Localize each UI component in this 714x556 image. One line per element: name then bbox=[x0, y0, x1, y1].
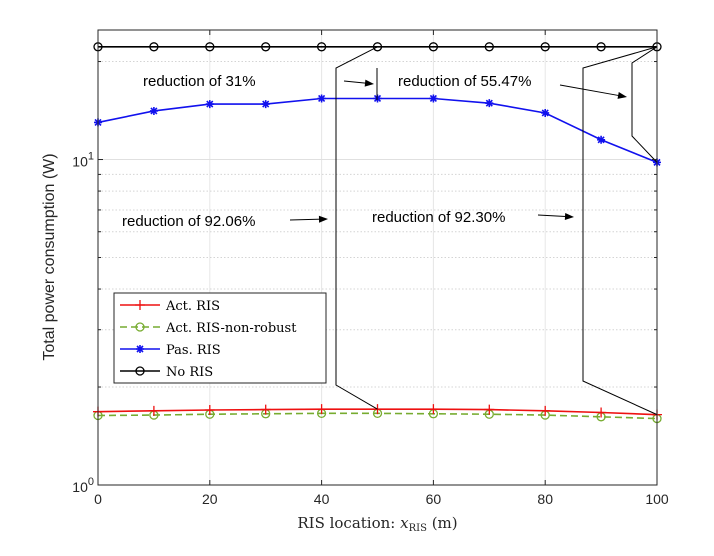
annotation-arrow-shaft bbox=[343, 80, 369, 84]
marker-plus bbox=[540, 405, 551, 416]
x-tick-label: 100 bbox=[645, 491, 669, 507]
marker-star bbox=[485, 99, 494, 108]
marker-star bbox=[429, 94, 438, 103]
legend-item: No RIS bbox=[120, 365, 213, 380]
legend-label: Act. RIS-non-robust bbox=[165, 321, 297, 336]
marker-circle bbox=[135, 366, 145, 376]
annotation-label: reduction of 55.47% bbox=[398, 73, 531, 90]
x-axis-label-sub: RIS bbox=[409, 523, 427, 534]
annotation-arrow-head bbox=[617, 91, 627, 99]
x-tick-label: 40 bbox=[314, 491, 330, 507]
x-tick-label: 20 bbox=[202, 491, 218, 507]
grid bbox=[97, 30, 658, 486]
bracket-100 bbox=[582, 46, 658, 416]
x-tick-label: 80 bbox=[537, 491, 553, 507]
marker-star bbox=[261, 100, 270, 109]
legend-item: Act. RIS bbox=[120, 299, 220, 314]
marker-plus bbox=[204, 404, 215, 415]
annotation-arrow-head bbox=[364, 79, 374, 87]
marker-circle bbox=[372, 42, 383, 52]
marker-circle bbox=[484, 42, 494, 52]
marker-star bbox=[597, 135, 606, 144]
marker-star bbox=[541, 108, 550, 117]
marker-circle bbox=[316, 42, 327, 52]
marker-star bbox=[136, 345, 144, 353]
annotation-label: reduction of 92.06% bbox=[122, 213, 255, 230]
bracket-100-small bbox=[631, 46, 658, 163]
marker-plus bbox=[596, 407, 607, 418]
marker-circle bbox=[205, 42, 215, 52]
annotation-label: reduction of 92.30% bbox=[372, 209, 505, 226]
marker-circle bbox=[261, 42, 271, 52]
legend-label: Act. RIS bbox=[165, 299, 220, 314]
marker-star bbox=[205, 100, 214, 109]
legend-label: No RIS bbox=[166, 365, 213, 380]
y-tick-exp: 0 bbox=[88, 476, 94, 488]
annotation-arrow-shaft bbox=[559, 84, 622, 97]
marker-circle bbox=[540, 42, 550, 52]
bracket-50 bbox=[335, 46, 378, 410]
y-tick-label: 101 bbox=[72, 151, 94, 170]
marker-star bbox=[317, 94, 326, 103]
x-tick-label: 60 bbox=[426, 491, 442, 507]
x-tick-label: 0 bbox=[94, 491, 102, 507]
legend-box bbox=[113, 292, 327, 384]
legend: Act. RIS Act. RIS-non-robust Pas. RIS No RI… bbox=[113, 292, 327, 384]
x-axis-label-var: x bbox=[400, 514, 409, 532]
marker-plus bbox=[135, 300, 145, 310]
marker-plus bbox=[316, 404, 327, 415]
x-axis-label-prefix: RIS location: bbox=[297, 514, 400, 532]
marker-circle bbox=[149, 42, 159, 52]
annotation-arrow-shaft bbox=[537, 214, 569, 218]
marker-circle bbox=[428, 42, 439, 52]
y-tick-base: 10 bbox=[72, 154, 88, 170]
annotation-arrow-shaft bbox=[289, 218, 323, 221]
marker-circle bbox=[135, 322, 145, 332]
annotations: reduction of 31% reduction of 55.47% reduc… bbox=[122, 46, 658, 416]
y-tick-base: 10 bbox=[72, 479, 88, 495]
y-tick-label: 100 bbox=[72, 476, 94, 495]
marker-star bbox=[149, 106, 158, 115]
y-axis-label: Total power consumption (W) bbox=[41, 153, 58, 360]
x-axis-label-unit: (m) bbox=[427, 514, 458, 532]
legend-label: Pas. RIS bbox=[166, 343, 221, 358]
marker-plus bbox=[428, 404, 439, 415]
x-axis-label: RIS location: xRIS (m) bbox=[297, 514, 457, 534]
legend-item: Pas. RIS bbox=[120, 343, 221, 358]
annotation-label: reduction of 31% bbox=[143, 73, 256, 90]
legend-item: Act. RIS-non-robust bbox=[120, 321, 297, 336]
marker-plus bbox=[372, 404, 383, 415]
y-tick-exp: 1 bbox=[88, 151, 94, 163]
marker-circle bbox=[596, 42, 606, 52]
marker-plus bbox=[484, 404, 495, 415]
annotation-arrow-head bbox=[564, 213, 574, 220]
marker-plus bbox=[148, 405, 159, 416]
annotation-arrow-head bbox=[318, 215, 328, 223]
marker-plus bbox=[260, 404, 271, 415]
series-no-ris bbox=[93, 42, 662, 52]
